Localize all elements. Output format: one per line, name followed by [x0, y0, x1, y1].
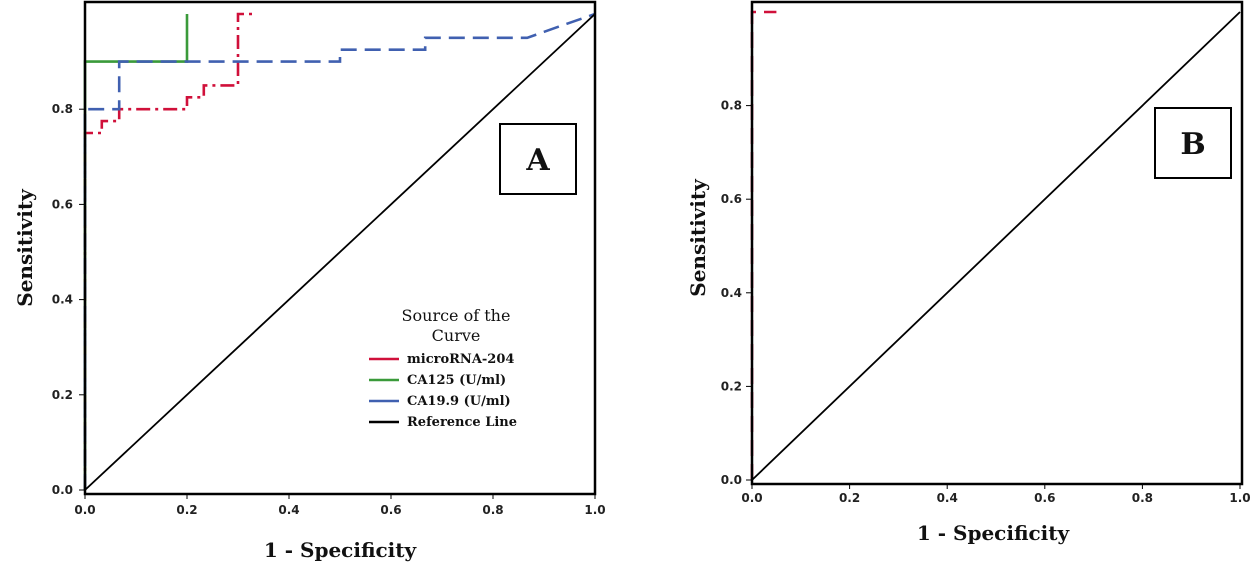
panel-a-x-tick-label: 0.2	[176, 503, 197, 517]
legend-title-line-2: Curve	[432, 326, 481, 345]
panel-b-ticks: 0.0 0.2 0.4 0.6 0.8 1.0 0.0 0.2 0.4 0.6 0.8	[721, 99, 1251, 505]
panel-a-y-tick-label: 0.6	[52, 197, 73, 211]
panel-b-plot	[750, 10, 1241, 481]
panel-a-x-tick-label: 0.4	[278, 503, 299, 517]
panel-b-y-tick-label: 0.2	[721, 379, 742, 393]
panel-a-series-microrna-204	[83, 12, 255, 490]
panel-a-y-tick-label: 0.4	[52, 293, 73, 307]
panel-a-x-tick-label: 0.6	[380, 503, 401, 517]
panel-a-y-tick-label: 0.0	[52, 483, 73, 497]
panel-a-plot	[83, 12, 596, 491]
legend-entry-label: microRNA-204	[407, 352, 514, 367]
legend-title-line-1: Source of the	[402, 306, 511, 325]
panel-b-x-tick-label: 0.8	[1132, 491, 1153, 505]
panel-b-x-tick-label: 0.6	[1034, 491, 1055, 505]
panel-a-y-tick-label: 0.2	[52, 388, 73, 402]
panel-b-x-tick-label: 0.2	[839, 491, 860, 505]
panel-b-y-tick-label: 0.6	[721, 192, 742, 206]
panel-b-y-tick-label: 0.4	[721, 286, 742, 300]
legend-entry-label: CA19.9 (U/ml)	[407, 394, 511, 409]
panel-b: 0.0 0.2 0.4 0.6 0.8 1.0 0.0 0.2 0.4 0.6 0.8 1 - Sp…	[686, 0, 1251, 545]
panel-a-label: A	[525, 143, 550, 178]
legend-entry-label: CA125 (U/ml)	[407, 373, 506, 388]
panel-a-legend: Source of the Curve microRNA-204 CA125 (U…	[369, 306, 517, 430]
panel-b-x-tick-label: 1.0	[1229, 491, 1250, 505]
panel-a-x-tick-label: 1.0	[584, 503, 605, 517]
panel-b-series-series-0	[750, 10, 777, 480]
panel-a-y-axis-title: Sensitivity	[13, 188, 37, 307]
panel-a: 0.0 0.2 0.4 0.6 0.8 1.0 0.0 0.2 0.4 0.6 0.8 1 - Sp…	[13, 0, 606, 562]
panel-a-frame	[83, 0, 597, 496]
panel-a-ticks: 0.0 0.2 0.4 0.6 0.8 1.0 0.0 0.2 0.4 0.6 0.8	[52, 102, 606, 517]
panel-a-x-tick-label: 0.0	[74, 503, 95, 517]
panel-b-x-axis-title: 1 - Specificity	[917, 521, 1071, 545]
panel-a-series-ca125-u-ml	[83, 14, 189, 490]
panel-b-y-axis-title: Sensitivity	[686, 178, 710, 297]
panel-b-y-tick-label: 0.0	[721, 473, 742, 487]
panel-a-y-tick-label: 0.8	[52, 102, 73, 116]
panel-b-series-series-1	[751, 11, 1241, 481]
legend-entry-label: Reference Line	[407, 415, 517, 430]
panel-a-series-reference-line	[84, 13, 596, 491]
panel-b-x-tick-label: 0.4	[937, 491, 958, 505]
panel-b-label-box	[1154, 107, 1232, 179]
panel-b-y-tick-label: 0.8	[721, 99, 742, 113]
panel-b-frame	[750, 0, 1244, 486]
legend-entries: microRNA-204 CA125 (U/ml) CA19.9 (U/ml) Ref…	[369, 352, 517, 430]
panel-a-x-axis-title: 1 - Specificity	[264, 538, 418, 562]
panel-b-x-tick-label: 0.0	[741, 491, 762, 505]
panel-a-label-box	[499, 123, 577, 195]
panel-a-x-tick-label: 0.8	[482, 503, 503, 517]
panel-b-label: B	[1180, 127, 1205, 162]
